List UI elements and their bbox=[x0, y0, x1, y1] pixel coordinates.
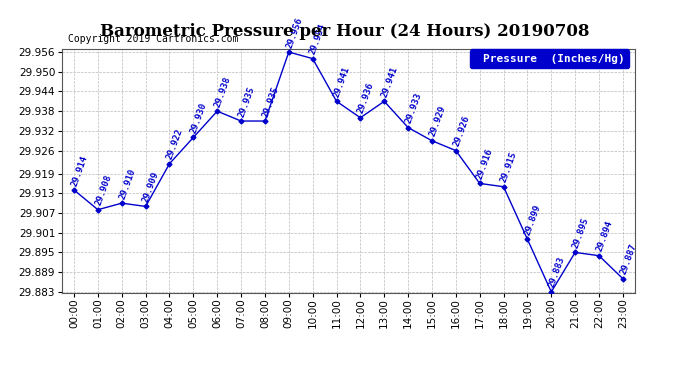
Text: Barometric Pressure per Hour (24 Hours) 20190708: Barometric Pressure per Hour (24 Hours) … bbox=[100, 22, 590, 39]
Text: 29.930: 29.930 bbox=[189, 101, 208, 135]
Text: 29.954: 29.954 bbox=[308, 22, 328, 56]
Text: 29.956: 29.956 bbox=[284, 16, 304, 49]
Text: 29.941: 29.941 bbox=[380, 65, 400, 99]
Text: 29.883: 29.883 bbox=[547, 256, 566, 289]
Text: 29.935: 29.935 bbox=[261, 85, 280, 118]
Text: 29.895: 29.895 bbox=[571, 216, 591, 250]
Text: 29.887: 29.887 bbox=[618, 243, 638, 276]
Text: 29.936: 29.936 bbox=[356, 82, 375, 115]
Text: 29.899: 29.899 bbox=[523, 203, 542, 237]
Text: 29.916: 29.916 bbox=[475, 147, 495, 181]
Text: Copyright 2019 Cartronics.com: Copyright 2019 Cartronics.com bbox=[68, 34, 238, 44]
Text: 29.933: 29.933 bbox=[404, 92, 423, 125]
Text: 29.909: 29.909 bbox=[141, 170, 161, 204]
Text: 29.941: 29.941 bbox=[332, 65, 352, 99]
Text: 29.908: 29.908 bbox=[94, 174, 113, 207]
Text: 29.938: 29.938 bbox=[213, 75, 233, 108]
Text: 29.915: 29.915 bbox=[500, 150, 519, 184]
Legend: Pressure  (Inches/Hg): Pressure (Inches/Hg) bbox=[470, 50, 629, 68]
Text: 29.922: 29.922 bbox=[165, 128, 185, 161]
Text: 29.929: 29.929 bbox=[428, 105, 447, 138]
Text: 29.914: 29.914 bbox=[70, 154, 89, 187]
Text: 29.926: 29.926 bbox=[451, 114, 471, 148]
Text: 29.894: 29.894 bbox=[595, 219, 614, 253]
Text: 29.935: 29.935 bbox=[237, 85, 256, 118]
Text: 29.910: 29.910 bbox=[117, 167, 137, 200]
